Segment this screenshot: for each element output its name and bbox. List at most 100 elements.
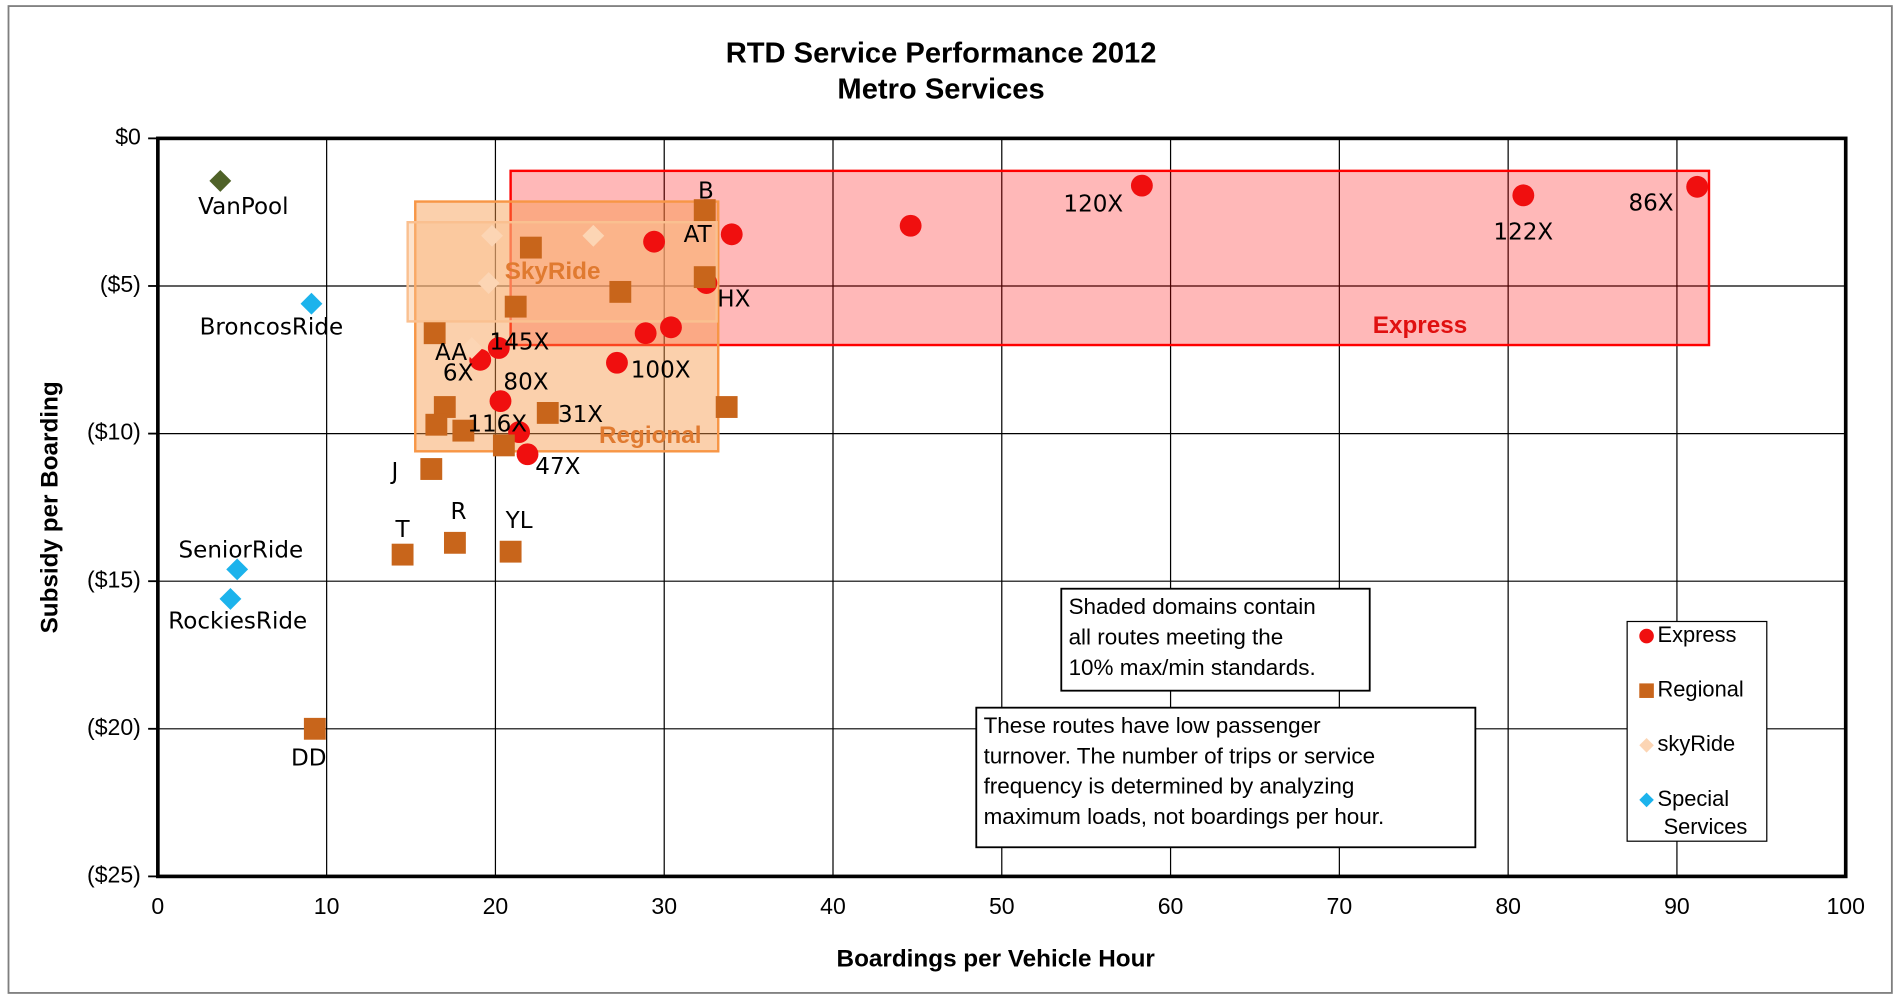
annotation-box xyxy=(975,706,1477,849)
point-label: 120X xyxy=(1063,192,1123,218)
x-tick-label: 70 xyxy=(1327,893,1353,919)
point-label: R xyxy=(451,499,467,525)
x-axis-label: Boardings per Vehicle Hour xyxy=(837,946,1156,973)
point-label: 47X xyxy=(535,454,580,480)
point xyxy=(460,337,483,359)
point xyxy=(423,322,446,345)
point-label: B xyxy=(698,178,714,204)
point xyxy=(1130,174,1153,197)
y-axis-label: Subsidy per Boarding xyxy=(36,381,63,633)
annotation-text: These routes have low passenger xyxy=(984,713,1322,738)
x-tick-label: 30 xyxy=(651,893,677,919)
point xyxy=(715,396,738,418)
legend-marker xyxy=(1639,738,1654,753)
point xyxy=(499,540,522,563)
point xyxy=(536,401,559,424)
point-label: 31X xyxy=(558,402,603,428)
plot-border xyxy=(156,136,1848,879)
point xyxy=(582,224,605,247)
annotation-text: turnover. The number of trips or service xyxy=(984,743,1376,768)
legend-label: Special Services xyxy=(1658,786,1748,839)
point xyxy=(487,337,510,359)
point xyxy=(303,717,326,740)
point-label: 116X xyxy=(467,411,527,437)
x-tick-label: 20 xyxy=(483,893,509,919)
point xyxy=(504,295,527,318)
x-tick-label: 40 xyxy=(820,893,846,919)
point xyxy=(1686,175,1709,198)
annotation-text: all routes meeting the xyxy=(1069,624,1284,649)
y-tick-label: $0 xyxy=(115,123,141,149)
x-tick-label: 80 xyxy=(1495,893,1521,919)
point-label: 80X xyxy=(503,369,548,395)
domain-label: SkyRide xyxy=(505,258,601,285)
domain-label: Regional xyxy=(599,422,701,449)
point xyxy=(643,230,666,253)
point-label: AA xyxy=(435,340,467,366)
annotation-box xyxy=(1060,587,1371,692)
point xyxy=(609,280,632,303)
chart-frame xyxy=(7,5,1893,994)
point-label: 100X xyxy=(631,358,691,384)
x-tick-label: 100 xyxy=(1826,893,1864,919)
point-label: 86X xyxy=(1628,190,1673,216)
point xyxy=(720,223,743,246)
point-label: SeniorRide xyxy=(179,538,304,564)
point-label: 6X xyxy=(443,361,474,387)
point xyxy=(219,587,242,610)
x-tick-label: 60 xyxy=(1158,893,1184,919)
y-tick-label: ($25) xyxy=(87,861,141,887)
point-label: VanPool xyxy=(198,194,288,220)
legend-label: Regional xyxy=(1658,676,1744,701)
domain-region xyxy=(406,221,718,323)
legend-label: Express xyxy=(1658,622,1737,647)
point-label: 122X xyxy=(1493,219,1553,245)
legend-marker xyxy=(1639,628,1654,644)
x-tick-label: 50 xyxy=(989,893,1015,919)
point xyxy=(1512,184,1535,207)
point-label: AT xyxy=(684,222,713,248)
point xyxy=(443,531,466,554)
point xyxy=(693,266,716,289)
y-tick-label: ($10) xyxy=(87,419,141,445)
domain-label: Express xyxy=(1373,312,1467,339)
point-label: 145X xyxy=(490,330,550,356)
point xyxy=(519,236,542,259)
point xyxy=(634,322,657,345)
point-label: DD xyxy=(291,746,327,772)
point xyxy=(391,543,414,566)
point xyxy=(481,224,503,247)
annotation-text: 10% max/min standards. xyxy=(1069,655,1316,680)
legend-label: skyRide xyxy=(1658,731,1736,756)
chart-subtitle: Metro Services xyxy=(837,74,1044,106)
point-label: T xyxy=(395,517,411,543)
x-tick-label: 90 xyxy=(1664,893,1690,919)
point xyxy=(489,390,512,413)
y-tick-label: ($5) xyxy=(100,271,141,297)
point xyxy=(420,458,443,480)
legend-marker xyxy=(1639,792,1654,808)
y-tick-label: ($20) xyxy=(87,714,141,740)
point xyxy=(452,419,475,442)
y-tick-label: ($15) xyxy=(87,566,141,592)
legend-marker xyxy=(1639,683,1654,698)
legend-box xyxy=(1626,620,1768,842)
point-label: RockiesRide xyxy=(168,608,307,634)
annotation-text: Shaded domains contain xyxy=(1069,594,1316,619)
point xyxy=(433,396,456,418)
point xyxy=(492,434,515,457)
annotation-text: maximum loads, not boardings per hour. xyxy=(984,804,1385,829)
x-tick-label: 10 xyxy=(314,893,340,919)
plot: 0 10 20 30 40 50 60 70 80 90 100 $0 ($5) ($10) ($15) ($… xyxy=(87,123,1865,919)
chart-title: RTD Service Performance 2012 xyxy=(726,37,1157,69)
point-label: YL xyxy=(505,508,533,534)
x-tick-label: 0 xyxy=(151,893,164,919)
point xyxy=(606,351,628,374)
point xyxy=(693,199,716,222)
point-label: J xyxy=(389,459,398,485)
annotation-text: frequency is determined by analyzing xyxy=(984,774,1355,799)
point-label: HX xyxy=(717,287,750,313)
point-label: BroncosRide xyxy=(200,314,344,340)
point xyxy=(477,272,500,294)
